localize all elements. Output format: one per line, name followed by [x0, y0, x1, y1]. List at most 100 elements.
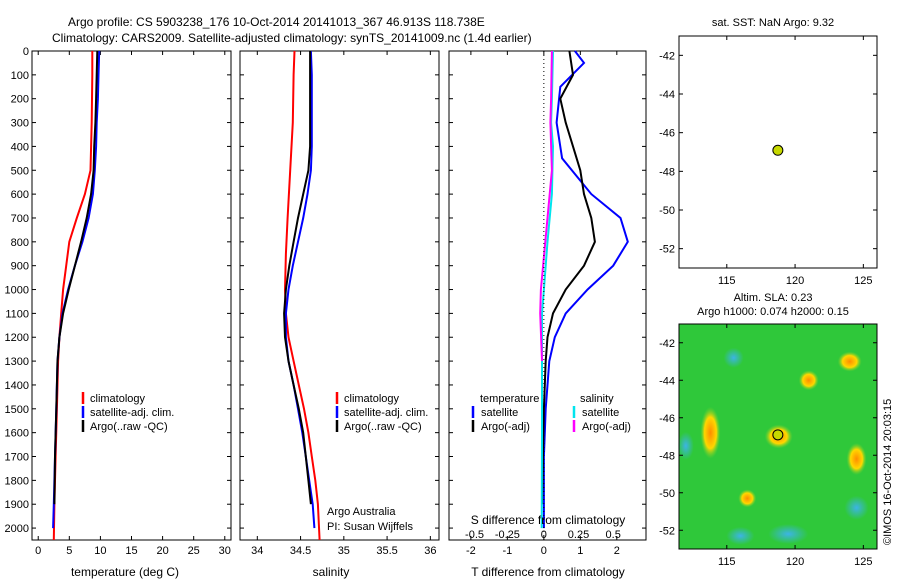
- series-line: [541, 50, 596, 505]
- legend-label-t-satellite: satellite: [481, 407, 518, 419]
- x-tick-label: 125: [854, 556, 872, 568]
- argo-position-marker: [772, 144, 784, 156]
- sla-map-panel: 115 120 125 -42 -44 -46 -48 -50 -52: [659, 323, 878, 568]
- x-tick-label: 120: [786, 275, 804, 287]
- y-tick-label: 600: [11, 189, 29, 201]
- y-tick-label: 700: [11, 213, 29, 225]
- y-tick-label: 1600: [5, 428, 29, 440]
- credit-line1: Argo Australia: [327, 506, 396, 518]
- x-tick-label: 30: [219, 545, 231, 557]
- heatmap-blob: [726, 526, 755, 545]
- heatmap-blob: [837, 351, 862, 372]
- legend-label-satellite: satellite-adj. clim.: [344, 407, 428, 419]
- y-tick-label: 1800: [5, 475, 29, 487]
- x-tick-label: 2: [614, 545, 620, 557]
- y-tick-label: -44: [659, 375, 675, 387]
- y-tick-label: 1700: [5, 452, 29, 464]
- series-line: [53, 50, 99, 505]
- difference-xlabel: T difference from climatology: [471, 565, 625, 579]
- y-tick-label: 900: [11, 261, 29, 273]
- s-tick-label: -0.25: [495, 529, 520, 541]
- x-tick-label: 36: [424, 545, 436, 557]
- y-tick-label: -42: [659, 50, 675, 62]
- y-tick-label: -50: [659, 205, 675, 217]
- y-tick-label: -46: [659, 413, 675, 425]
- y-tick-label: 400: [11, 141, 29, 153]
- x-tick-label: 0: [541, 545, 547, 557]
- series-line: [283, 50, 321, 541]
- s-tick-label: 0.25: [568, 529, 589, 541]
- y-tick-label: 1400: [5, 380, 29, 392]
- y-tick-label: -44: [659, 89, 675, 101]
- legend-label-argo: Argo(..raw -QC): [90, 421, 168, 433]
- salinity-panel: 34 34.5 35 35.5 36: [239, 50, 440, 557]
- y-tick-label: 300: [11, 118, 29, 130]
- legend-label-t-argo: Argo(-adj): [481, 421, 530, 433]
- legend-label-s-argo: Argo(-adj): [582, 421, 631, 433]
- x-tick-label: 25: [188, 545, 200, 557]
- y-tick-label: 800: [11, 237, 29, 249]
- plot-area: [31, 50, 232, 541]
- x-tick-label: 0: [35, 545, 41, 557]
- y-tick-label: 1000: [5, 285, 29, 297]
- y-tick-label: 200: [11, 94, 29, 106]
- plot-frame: [678, 323, 878, 550]
- legend-label-argo: Argo(..raw -QC): [344, 421, 422, 433]
- y-tick-label: 500: [11, 165, 29, 177]
- heatmap-blob: [846, 443, 867, 475]
- plot-area: [239, 50, 440, 541]
- x-tick-label: -2: [466, 545, 476, 557]
- legend-label-climatology: climatology: [90, 393, 146, 405]
- x-tick-label: 15: [125, 545, 137, 557]
- y-tick-label: -50: [659, 488, 675, 500]
- legend-title-salinity: salinity: [580, 393, 614, 405]
- difference-xlabel-top: S difference from climatology: [471, 513, 626, 527]
- heatmap-blob: [723, 347, 744, 368]
- x-tick-label: 125: [854, 275, 872, 287]
- y-tick-label: -46: [659, 128, 675, 140]
- temperature-legend: climatology satellite-adj. clim. Argo(..…: [81, 392, 174, 433]
- y-tick-label: 1200: [5, 332, 29, 344]
- y-tick-label: 1100: [5, 308, 29, 320]
- series-line: [283, 51, 312, 505]
- plot-area: [448, 50, 647, 541]
- argo-position-marker: [772, 429, 784, 441]
- heatmap-blob: [768, 524, 809, 544]
- legend-label-s-satellite: satellite: [582, 407, 619, 419]
- x-tick-label: 34: [251, 545, 263, 557]
- y-tick-label: 0: [23, 46, 29, 58]
- temperature-panel: 0 5 10 15 20 25 300100200300400500600700800900…: [5, 46, 232, 557]
- series-line: [539, 50, 553, 362]
- heatmap-blob: [798, 370, 819, 391]
- heatmap-blob: [700, 406, 721, 459]
- s-tick-label: 0: [541, 529, 547, 541]
- watermark: ©IMOS 16-Oct-2014 20:03:15: [882, 399, 894, 545]
- heatmap-blob: [677, 431, 694, 460]
- s-tick-label: -0.5: [465, 529, 484, 541]
- difference-legend: temperature salinity satellite Argo(-adj…: [471, 393, 631, 433]
- x-tick-label: 35: [338, 545, 350, 557]
- sst-map-panel: 115 120 125 -42 -44 -46 -48 -50 -52: [659, 35, 878, 287]
- x-tick-label: 120: [786, 556, 804, 568]
- sst-map-title: sat. SST: NaN Argo: 9.32: [712, 17, 834, 29]
- x-tick-label: 10: [94, 545, 106, 557]
- legend-title-temperature: temperature: [480, 393, 539, 405]
- y-tick-label: 100: [11, 70, 29, 82]
- salinity-legend: climatology satellite-adj. clim. Argo(..…: [335, 392, 428, 433]
- header-line2: Climatology: CARS2009. Satellite-adjuste…: [52, 31, 532, 45]
- difference-panel: -2 -1 0 1 2 -0.5 -0.25 0 0.25 0.5: [448, 50, 647, 557]
- s-tick-label: 0.5: [606, 529, 621, 541]
- legend-label-satellite: satellite-adj. clim.: [90, 407, 174, 419]
- x-tick-label: -1: [502, 545, 512, 557]
- x-tick-label: 115: [718, 556, 736, 568]
- x-tick-label: 20: [156, 545, 168, 557]
- sla-map-title-1: Altim. SLA: 0.23: [734, 292, 813, 304]
- x-tick-label: 5: [66, 545, 72, 557]
- heatmap-blob: [844, 495, 869, 520]
- x-tick-label: 115: [718, 275, 736, 287]
- y-tick-label: 1900: [5, 499, 29, 511]
- y-tick-label: -48: [659, 450, 675, 462]
- header-line1: Argo profile: CS 5903238_176 10-Oct-2014…: [68, 15, 485, 29]
- temperature-xlabel: temperature (deg C): [71, 565, 179, 579]
